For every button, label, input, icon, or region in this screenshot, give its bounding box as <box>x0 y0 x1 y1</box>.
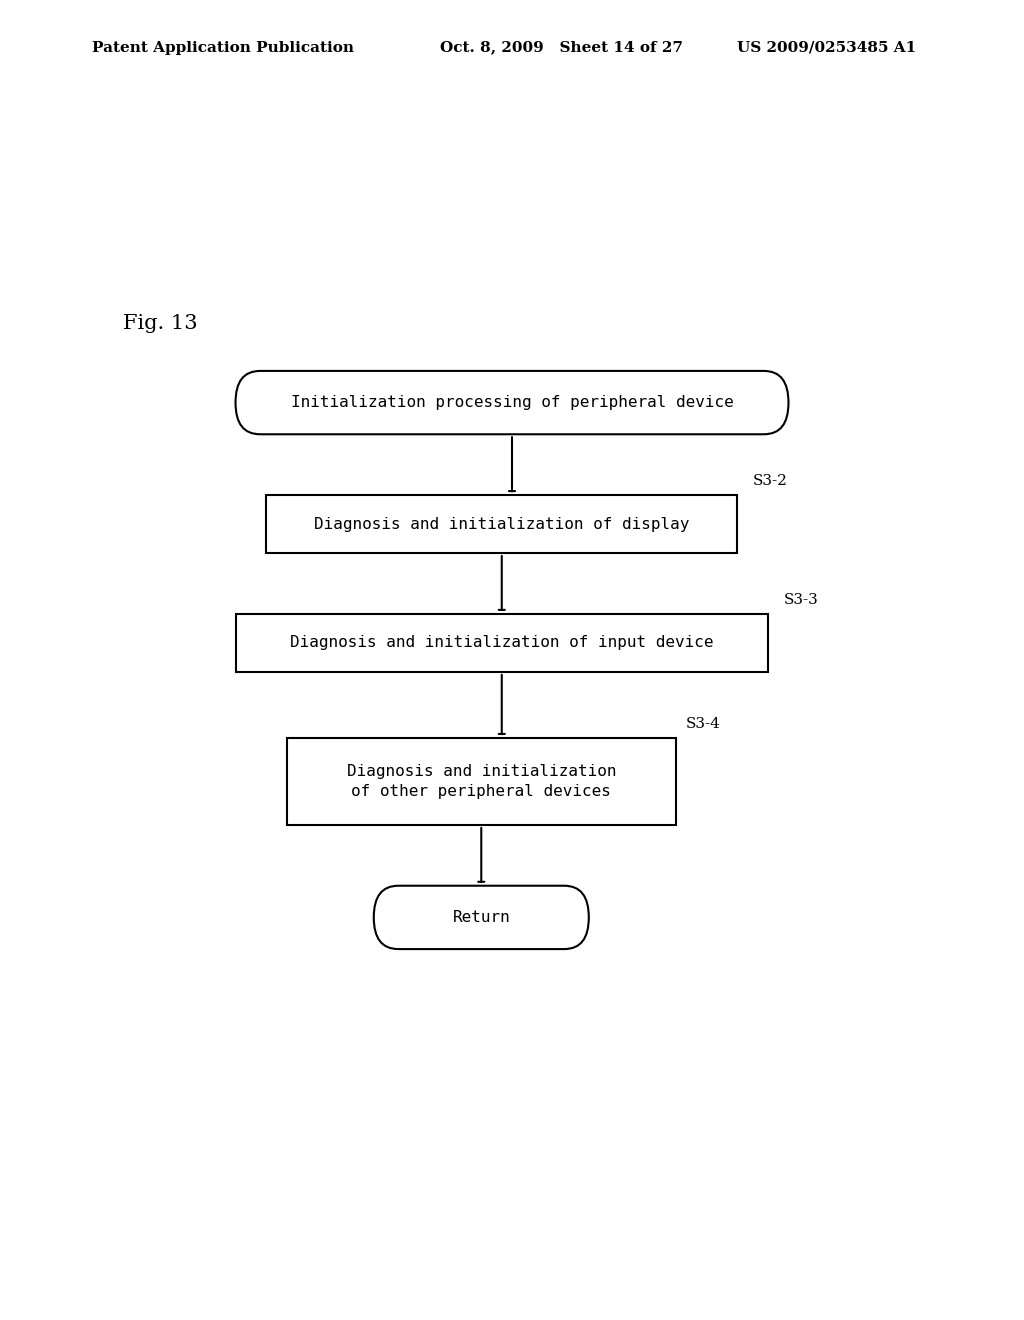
Text: Diagnosis and initialization of input device: Diagnosis and initialization of input de… <box>290 635 714 651</box>
Text: S3-3: S3-3 <box>783 593 818 607</box>
Text: Oct. 8, 2009   Sheet 14 of 27: Oct. 8, 2009 Sheet 14 of 27 <box>440 41 683 54</box>
Text: Patent Application Publication: Patent Application Publication <box>92 41 354 54</box>
Text: Diagnosis and initialization
of other peripheral devices: Diagnosis and initialization of other pe… <box>346 764 616 799</box>
FancyBboxPatch shape <box>236 371 788 434</box>
Text: Return: Return <box>453 909 510 925</box>
FancyBboxPatch shape <box>236 614 768 672</box>
Text: Fig. 13: Fig. 13 <box>123 314 198 333</box>
Text: S3-4: S3-4 <box>686 717 721 731</box>
Text: Initialization processing of peripheral device: Initialization processing of peripheral … <box>291 395 733 411</box>
FancyBboxPatch shape <box>287 738 676 825</box>
Text: US 2009/0253485 A1: US 2009/0253485 A1 <box>737 41 916 54</box>
Text: Diagnosis and initialization of display: Diagnosis and initialization of display <box>314 516 689 532</box>
FancyBboxPatch shape <box>374 886 589 949</box>
Text: S3-2: S3-2 <box>753 474 787 488</box>
FancyBboxPatch shape <box>266 495 737 553</box>
